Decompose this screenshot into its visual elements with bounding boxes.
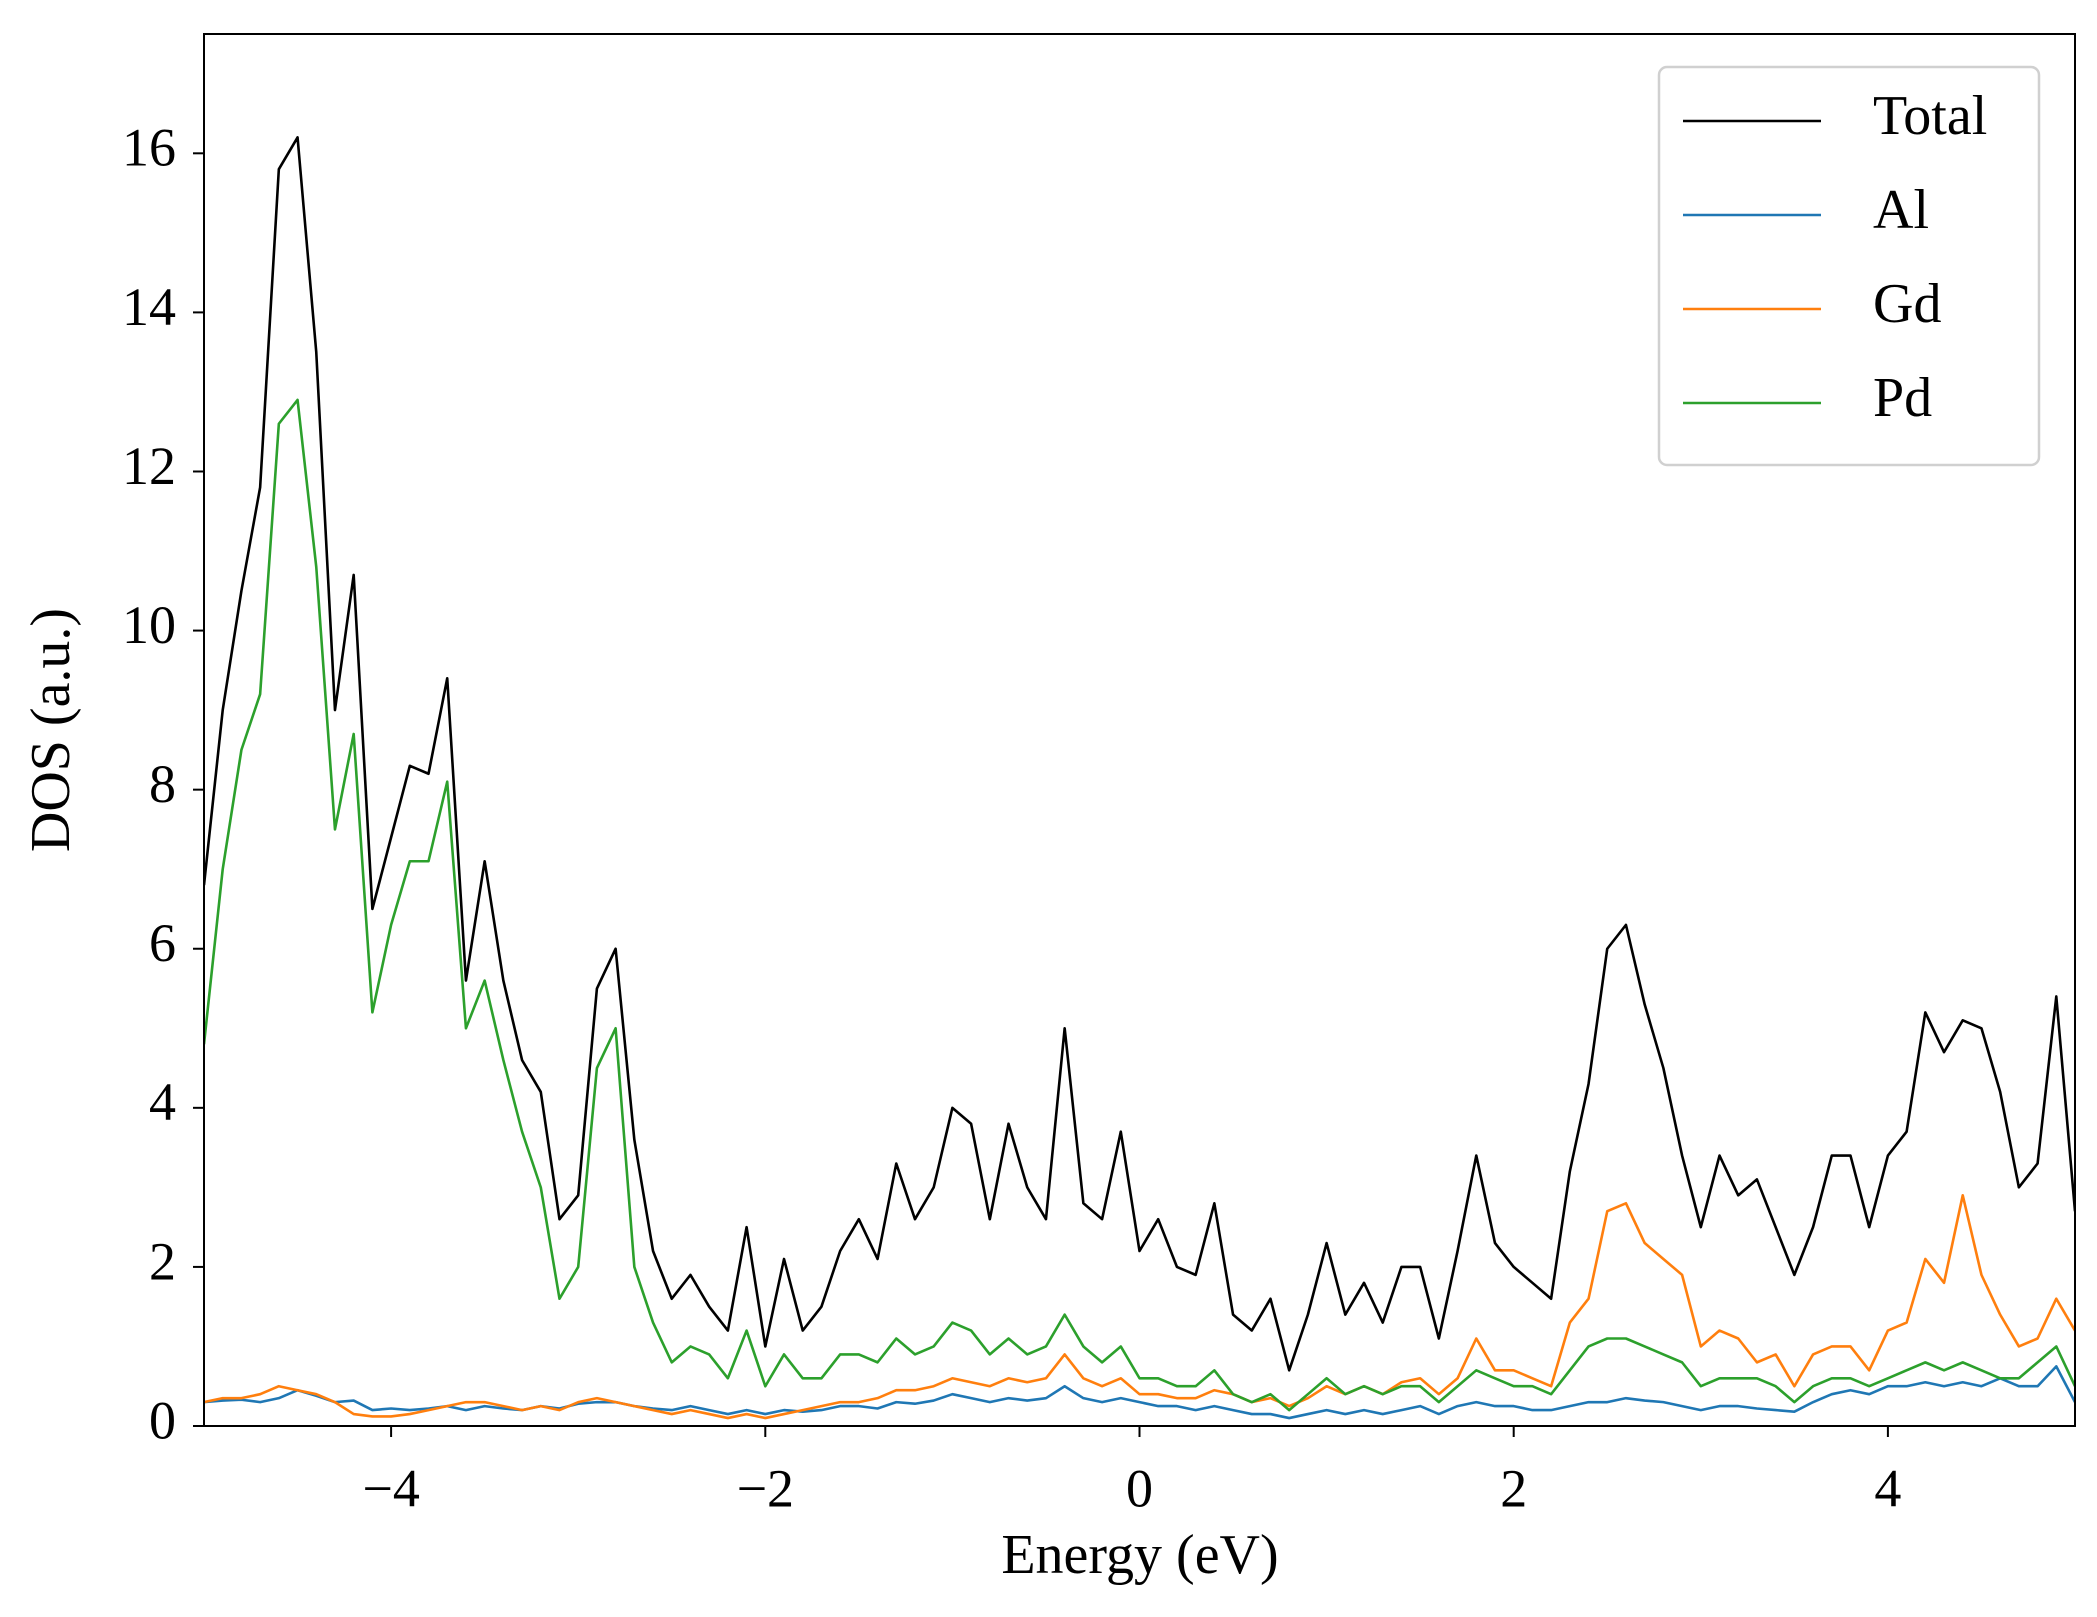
x-tick-label: 4 xyxy=(1874,1458,1901,1518)
legend-label: Al xyxy=(1873,179,1929,241)
y-tick-label: 6 xyxy=(149,913,176,973)
y-tick-label: 14 xyxy=(122,277,176,337)
x-tick-label: 0 xyxy=(1126,1458,1153,1518)
y-tick-label: 4 xyxy=(149,1072,176,1132)
x-tick-label: 2 xyxy=(1500,1458,1527,1518)
y-tick-label: 2 xyxy=(149,1231,176,1291)
x-tick-label: −2 xyxy=(737,1458,794,1518)
legend-box xyxy=(1657,65,2041,467)
series-line xyxy=(204,1365,2075,1420)
y-axis-label: DOS (a.u.) xyxy=(20,608,82,852)
y-tick-label: 16 xyxy=(122,118,176,178)
series-line xyxy=(204,398,2075,1412)
y-tick-label: 12 xyxy=(122,436,176,496)
y-tick-label: 8 xyxy=(149,754,176,814)
legend-label: Gd xyxy=(1873,273,1941,335)
x-tick-label: −4 xyxy=(362,1458,419,1518)
x-axis-label: Energy (eV) xyxy=(1001,1524,1278,1586)
series-line xyxy=(204,1194,2075,1420)
legend-label: Pd xyxy=(1873,367,1932,429)
plot-frame xyxy=(203,33,2076,1427)
series-line xyxy=(204,136,2075,1372)
y-tick-label: 10 xyxy=(122,595,176,655)
legend-label: Total xyxy=(1873,85,1987,147)
y-tick-label: 0 xyxy=(149,1390,176,1450)
